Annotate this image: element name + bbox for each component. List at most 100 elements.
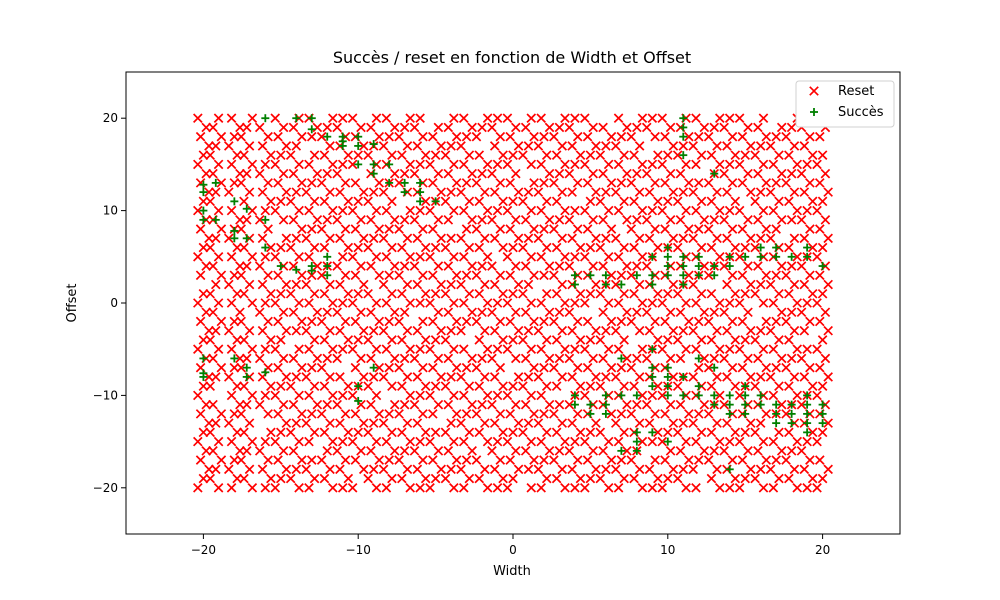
reset-point	[629, 288, 639, 299]
reset-point	[297, 224, 307, 234]
reset-point	[776, 399, 787, 410]
reset-point	[665, 122, 676, 133]
reset-point	[498, 335, 508, 345]
success-point	[679, 280, 688, 289]
reset-point	[745, 141, 756, 151]
reset-point	[343, 473, 354, 484]
reset-point	[350, 270, 361, 281]
reset-point	[598, 353, 608, 364]
reset-point	[394, 362, 404, 373]
reset-point	[807, 381, 818, 391]
reset-point	[363, 335, 373, 345]
reset-point	[706, 150, 717, 160]
reset-point	[210, 279, 221, 290]
reset-point	[384, 224, 394, 234]
reset-point	[198, 150, 209, 160]
reset-point	[807, 288, 818, 299]
reset-point	[223, 418, 234, 428]
reset-point	[626, 409, 637, 419]
reset-point	[254, 122, 265, 133]
reset-point	[691, 344, 701, 355]
success-point	[385, 178, 394, 187]
reset-point	[440, 381, 451, 391]
reset-point	[805, 178, 815, 188]
reset-point	[693, 455, 704, 465]
reset-point	[560, 205, 570, 216]
reset-point	[570, 159, 580, 170]
reset-point	[288, 122, 299, 133]
success-point	[694, 382, 703, 391]
reset-point	[304, 482, 314, 493]
success-point	[663, 382, 672, 391]
reset-point	[585, 196, 596, 207]
reset-point	[198, 427, 209, 438]
reset-point	[554, 261, 565, 271]
reset-point	[322, 215, 333, 225]
reset-point	[319, 288, 330, 299]
reset-point	[549, 131, 559, 142]
reset-point	[595, 335, 606, 345]
success-point	[586, 400, 595, 409]
reset-point	[208, 122, 218, 133]
reset-point	[703, 455, 714, 465]
reset-point	[328, 436, 338, 447]
reset-point	[405, 205, 416, 216]
reset-point	[285, 150, 296, 160]
y-axis-label: Offset	[65, 283, 80, 322]
reset-point	[820, 215, 831, 225]
success-point	[772, 409, 781, 418]
reset-point	[451, 316, 462, 327]
reset-point	[335, 187, 345, 197]
reset-point	[650, 131, 660, 142]
reset-point	[564, 215, 575, 225]
reset-point	[699, 446, 710, 456]
reset-point	[644, 187, 655, 197]
reset-point	[458, 251, 469, 262]
reset-point	[513, 464, 524, 475]
reset-point	[487, 215, 497, 225]
reset-point	[699, 399, 710, 410]
reset-point	[480, 464, 490, 475]
reset-point	[464, 196, 475, 207]
reset-point	[371, 436, 382, 447]
reset-point	[195, 131, 206, 142]
reset-point	[817, 196, 828, 207]
reset-point	[554, 307, 565, 318]
reset-point	[301, 372, 311, 382]
reset-point	[510, 261, 521, 271]
reset-point	[394, 178, 404, 188]
reset-point	[681, 159, 691, 170]
reset-point	[291, 187, 302, 197]
reset-point	[650, 224, 660, 234]
reset-point	[520, 261, 531, 271]
reset-point	[505, 270, 516, 281]
reset-point	[637, 205, 648, 216]
reset-point	[647, 436, 658, 447]
reset-point	[492, 482, 503, 493]
reset-point	[328, 298, 338, 308]
reset-point	[210, 141, 221, 151]
reset-point	[662, 335, 673, 345]
reset-point	[755, 325, 766, 336]
success-point	[242, 234, 251, 243]
reset-point	[226, 436, 237, 447]
reset-point	[575, 381, 586, 391]
reset-point	[637, 390, 648, 401]
reset-point	[216, 224, 227, 234]
success-point	[230, 354, 239, 363]
reset-point	[743, 215, 753, 225]
reset-point	[745, 464, 756, 475]
reset-point	[536, 390, 546, 401]
success-point	[725, 409, 734, 418]
reset-point	[622, 353, 632, 364]
reset-point	[235, 353, 245, 364]
reset-point	[433, 353, 444, 364]
reset-point	[371, 205, 382, 216]
reset-point	[449, 251, 459, 262]
reset-point	[309, 473, 320, 484]
reset-point	[699, 261, 710, 271]
reset-point	[672, 473, 683, 484]
reset-point	[254, 353, 265, 364]
reset-point	[474, 473, 485, 484]
reset-point	[585, 242, 596, 253]
